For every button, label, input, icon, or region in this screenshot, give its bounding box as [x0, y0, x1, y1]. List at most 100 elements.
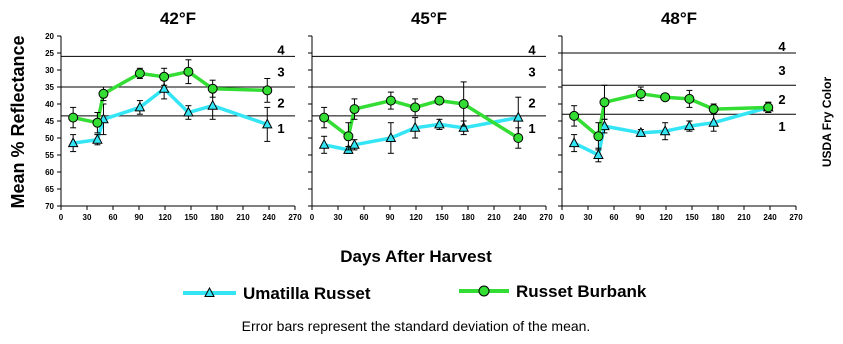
y-tick-label: 45: [45, 117, 54, 126]
data-point: [349, 104, 360, 115]
data-point: [434, 118, 445, 129]
data-point: [343, 131, 354, 142]
data-point: [684, 120, 695, 131]
x-tick-label: 150: [435, 213, 449, 222]
data-point: [763, 102, 774, 113]
x-tick-label: 0: [59, 213, 64, 222]
legend-marker-umatilla: [204, 286, 215, 297]
y-tick-label: 25: [45, 49, 54, 58]
y-tick-label: 60: [45, 168, 54, 177]
data-point: [708, 104, 719, 115]
x-tick-label: 210: [487, 213, 501, 222]
data-point: [159, 71, 170, 82]
data-point: [593, 131, 604, 142]
x-tick-label: 210: [236, 213, 250, 222]
data-point: [409, 121, 421, 132]
data-point: [458, 99, 469, 109]
data-point: [635, 88, 646, 99]
panel-title: 48°F: [661, 9, 697, 28]
data-point: [434, 95, 445, 106]
x-tick-label: 240: [262, 213, 276, 222]
x-axis-label: Days After Harvest: [340, 247, 492, 266]
x-tick-label: 240: [763, 213, 777, 222]
fry-color-band-label: 3: [277, 65, 284, 80]
x-tick-label: 240: [513, 213, 527, 222]
data-point: [684, 93, 695, 104]
legend-marker-burbank: [478, 285, 490, 297]
data-point: [599, 120, 610, 131]
data-point: [659, 125, 671, 136]
series-russet-burbank: [569, 84, 774, 151]
x-tick-label: 90: [135, 213, 144, 222]
data-point: [183, 66, 194, 77]
x-tick-label: 120: [409, 213, 423, 222]
fry-color-band-label: 2: [528, 95, 535, 110]
data-point: [158, 82, 170, 93]
x-tick-label: 150: [184, 213, 198, 222]
x-tick-label: 120: [158, 213, 172, 222]
x-tick-label: 180: [711, 213, 725, 222]
data-point: [349, 138, 360, 149]
y-tick-label: 55: [45, 151, 54, 160]
y-tick-label: 35: [45, 83, 54, 92]
fry-color-band-label: 1: [778, 119, 785, 134]
x-tick-label: 30: [334, 213, 343, 222]
data-point: [569, 110, 580, 121]
x-tick-label: 270: [789, 213, 803, 222]
data-point: [207, 99, 218, 110]
data-point: [512, 111, 524, 122]
data-point: [660, 92, 671, 103]
y-tick-label: 30: [45, 66, 54, 75]
data-point: [458, 121, 469, 132]
x-tick-label: 90: [636, 213, 645, 222]
y-tick-label: 20: [45, 32, 54, 41]
series-russet-burbank: [68, 59, 273, 134]
series-umatilla-russet: [318, 96, 524, 154]
data-point: [262, 85, 273, 96]
data-point: [385, 95, 396, 106]
data-point: [92, 117, 103, 128]
x-tick-label: 120: [659, 213, 673, 222]
fry-color-band-label: 4: [277, 43, 285, 58]
x-tick-label: 270: [288, 213, 302, 222]
fry-color-band-label: 4: [528, 43, 536, 58]
x-tick-label: 0: [560, 213, 565, 222]
x-tick-label: 60: [109, 213, 118, 222]
y-tick-label: 65: [45, 185, 54, 194]
data-point: [183, 106, 194, 117]
right-axis-label: USDA Fry Color: [820, 77, 834, 168]
chart-panel-2: 48°F 0 30 60 90 120 150 180 210 240 270 4 3 2 1: [558, 9, 803, 222]
data-point: [385, 131, 397, 142]
chart-panel-1: 45°F 0 30 60 90 120 150 180 210 240 270 4 3 2 1: [308, 9, 553, 222]
legend-label-burbank: Russet Burbank: [516, 282, 647, 301]
x-tick-label: 30: [83, 213, 92, 222]
footnote: Error bars represent the standard deviat…: [242, 318, 591, 334]
fry-color-band-label: 4: [778, 39, 786, 54]
data-point: [68, 112, 79, 123]
x-tick-label: 180: [461, 213, 475, 222]
data-point: [134, 101, 146, 112]
data-point: [98, 88, 109, 99]
y-axis-label: Mean % Reflectance: [8, 35, 28, 208]
data-point: [318, 138, 330, 149]
panel-title: 42°F: [160, 9, 196, 28]
x-tick-label: 150: [685, 213, 699, 222]
data-point: [207, 83, 218, 94]
data-point: [410, 102, 421, 113]
x-tick-label: 210: [737, 213, 751, 222]
data-point: [67, 137, 79, 148]
series-russet-burbank: [319, 81, 524, 151]
fry-color-band-label: 2: [778, 92, 785, 107]
data-point: [513, 133, 524, 143]
fry-color-band-label: 3: [528, 65, 535, 80]
data-point: [708, 116, 719, 127]
fry-color-band-label: 1: [277, 121, 284, 136]
data-point: [92, 133, 103, 144]
legend: Umatilla Russet Russet Burbank: [183, 282, 647, 303]
y-tick-label: 40: [45, 100, 54, 109]
data-point: [261, 118, 273, 129]
fry-color-band-label: 1: [528, 121, 535, 136]
x-tick-label: 90: [386, 213, 395, 222]
